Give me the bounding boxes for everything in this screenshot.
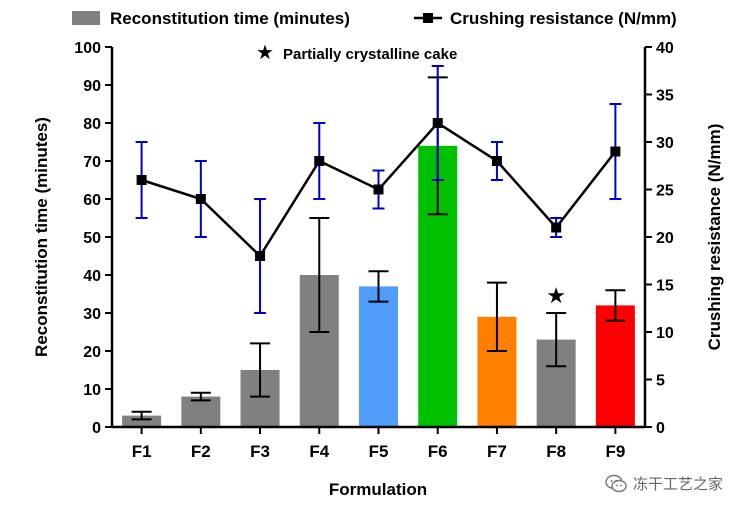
y-tick-label: 30 xyxy=(83,306,101,323)
y-tick-label: 0 xyxy=(92,420,101,437)
x-tick-label: F4 xyxy=(309,442,329,461)
y-tick-label: 10 xyxy=(83,382,101,399)
y2-tick-label: 20 xyxy=(656,230,674,247)
x-tick-label: F8 xyxy=(546,442,566,461)
y2-tick-label: 35 xyxy=(656,88,674,105)
y2-tick-label: 0 xyxy=(656,420,665,437)
y-tick-label: 70 xyxy=(83,154,101,171)
y2-axis-title: Crushing resistance (N/mm) xyxy=(705,124,724,351)
y-tick-label: 40 xyxy=(83,268,101,285)
legend-bar-swatch xyxy=(72,11,100,25)
y2-tick-label: 25 xyxy=(656,183,674,200)
line-point-F6 xyxy=(432,118,443,128)
wechat-icon xyxy=(605,474,627,492)
legend: Reconstitution time (minutes) Crushing r… xyxy=(72,9,677,28)
y2-tick-label: 40 xyxy=(656,40,674,57)
watermark: 冻干工艺之家 xyxy=(605,473,723,494)
bar-F1 xyxy=(122,415,162,427)
line-point-F8 xyxy=(551,222,562,233)
x-tick-label: F1 xyxy=(132,442,152,461)
axes-group: 0 10 20 30 40 50 60 70 80 90 100 0 5 10 15 20 25 30 35 40 F1… xyxy=(74,40,674,461)
line-point-F2 xyxy=(195,194,206,204)
x-axis-title: Formulation xyxy=(329,480,427,499)
bar-F9 xyxy=(595,305,635,427)
line-point-F3 xyxy=(255,251,266,261)
x-tick-label: F9 xyxy=(605,442,625,461)
legend-bar-label: Reconstitution time (minutes) xyxy=(110,9,350,28)
annotation: ★ Partially crystalline cake xyxy=(256,42,457,64)
watermark-text: 冻干工艺之家 xyxy=(632,476,723,493)
line-point-F7 xyxy=(491,156,502,166)
y2-tick-label: 10 xyxy=(656,325,674,342)
y-tick-label: 20 xyxy=(83,344,101,361)
bar-F5 xyxy=(359,286,398,427)
x-tick-label: F5 xyxy=(369,442,389,461)
bar-F2 xyxy=(181,396,221,427)
annotation-star-icon: ★ xyxy=(256,42,274,64)
y-tick-label: 80 xyxy=(83,116,101,133)
line-series-group xyxy=(136,118,621,261)
y-axis-title: Reconstitution time (minutes) xyxy=(32,117,51,357)
x-tick-label: F6 xyxy=(428,442,448,461)
legend-line-marker xyxy=(423,13,433,23)
line-point-F5 xyxy=(373,184,384,195)
annotation-text: Partially crystalline cake xyxy=(283,46,457,63)
x-tick-label: F2 xyxy=(191,442,211,461)
y-tick-label: 50 xyxy=(83,230,101,247)
y2-tick-label: 5 xyxy=(656,373,665,390)
x-tick-label: F3 xyxy=(250,442,270,461)
legend-line-label: Crushing resistance (N/mm) xyxy=(450,9,677,28)
y2-tick-label: 15 xyxy=(656,278,674,295)
y2-tick-label: 30 xyxy=(656,135,674,152)
line-point-F9 xyxy=(610,146,621,157)
x-tick-label: F7 xyxy=(487,442,507,461)
y-tick-label: 100 xyxy=(74,40,101,57)
y-tick-label: 60 xyxy=(83,192,101,209)
annotation-star-mark: ★ xyxy=(546,283,566,308)
line-point-F4 xyxy=(314,156,325,166)
annotation-mark-group: ★ xyxy=(546,283,566,308)
y-tick-label: 90 xyxy=(83,78,101,95)
line-point-F1 xyxy=(136,175,147,185)
